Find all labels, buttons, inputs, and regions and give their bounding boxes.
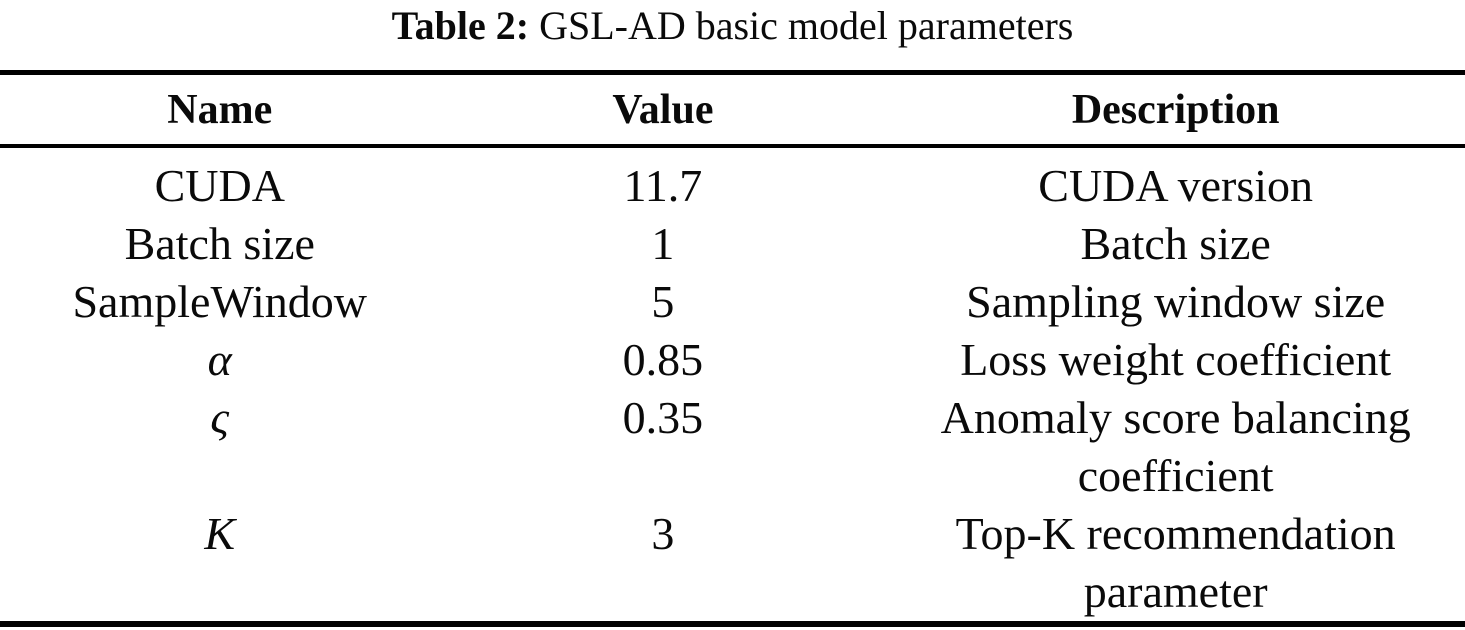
column-header-value: Value [439, 72, 887, 148]
table-row: CUDA 11.7 CUDA version [0, 146, 1465, 215]
header-row: Name Value Description [0, 72, 1465, 148]
cell-name-k: K [204, 508, 236, 559]
cell-value: 3 [651, 508, 675, 559]
cell-value: 1 [651, 218, 675, 269]
table-caption: Table 2: GSL-AD basic model parameters [0, 0, 1465, 49]
table-row: α 0.85 Loss weight coefficient [0, 331, 1465, 389]
column-header-name: Name [0, 72, 440, 148]
table-header: Name Value Description [0, 72, 1465, 148]
cell-value: 0.85 [622, 334, 704, 385]
cell-value: 5 [651, 276, 675, 327]
cell-description: Loss weight coefficient [960, 334, 1392, 385]
cell-description: Sampling window size [966, 276, 1386, 327]
cell-description: Anomaly score balancing coefficient [940, 392, 1411, 501]
table-row: ς 0.35 Anomaly score balancing coefficie… [0, 389, 1465, 505]
table-row: Batch size 1 Batch size [0, 215, 1465, 273]
cell-value: 11.7 [623, 160, 703, 211]
cell-name-varsigma: ς [210, 392, 230, 443]
cell-name-alpha: α [207, 334, 232, 385]
table-row: K 3 Top-K recommendation parameter [0, 505, 1465, 624]
table-body: CUDA 11.7 CUDA version Batch size 1 Batc… [0, 146, 1465, 624]
cell-value: 0.35 [622, 392, 704, 443]
cell-name: CUDA [154, 160, 285, 211]
table-row: SampleWindow 5 Sampling window size [0, 273, 1465, 331]
table-caption-text: GSL-AD basic model parameters [529, 3, 1074, 48]
parameters-table: Name Value Description CUDA 11.7 CUDA ve… [0, 70, 1465, 627]
cell-description: Batch size [1080, 218, 1271, 269]
cell-name: Batch size [124, 218, 315, 269]
cell-name: SampleWindow [72, 276, 368, 327]
table-caption-label: Table 2: [391, 3, 530, 48]
cell-description: Top-K recommendation parameter [955, 508, 1396, 617]
cell-description: CUDA version [1038, 160, 1314, 211]
column-header-description: Description [886, 72, 1465, 148]
